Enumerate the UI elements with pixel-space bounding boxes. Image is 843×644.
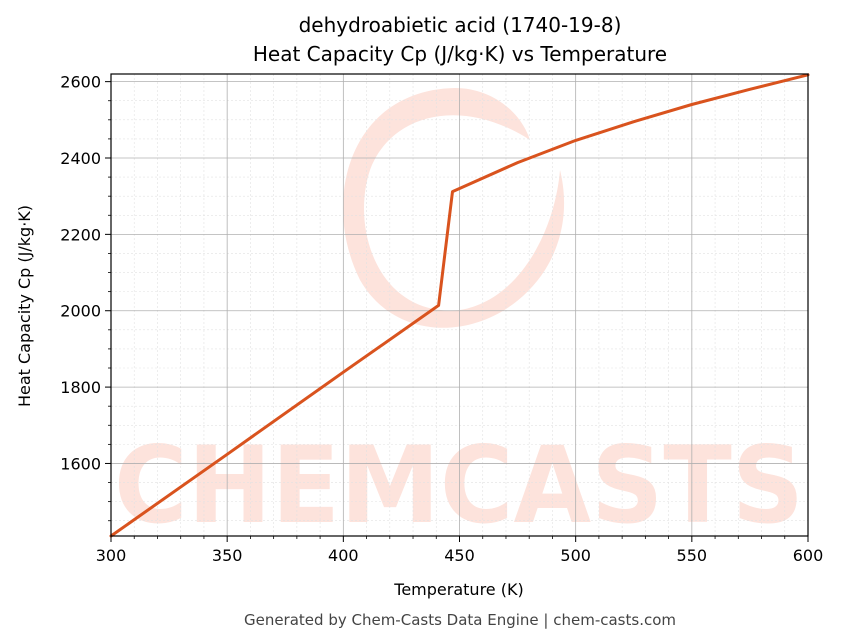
series-layer bbox=[109, 73, 810, 538]
ticks bbox=[105, 81, 809, 542]
y-tick-label: 1800 bbox=[60, 378, 101, 397]
x-tick-label: 400 bbox=[328, 546, 359, 565]
footer-credit: Generated by Chem-Casts Data Engine | ch… bbox=[244, 611, 676, 629]
y-tick-label: 1600 bbox=[60, 454, 101, 473]
x-tick-label: 350 bbox=[212, 546, 243, 565]
watermark: CHEMCASTS bbox=[114, 88, 804, 547]
x-tick-label: 450 bbox=[444, 546, 475, 565]
y-axis-label: Heat Capacity Cp (J/kg·K) bbox=[15, 205, 34, 407]
chart-subtitle: Heat Capacity Cp (J/kg·K) vs Temperature bbox=[253, 42, 667, 66]
y-tick-label: 2000 bbox=[60, 302, 101, 321]
y-tick-labels: 1600 1800 2000 2200 2400 2600 bbox=[60, 73, 101, 474]
y-tick-label: 2600 bbox=[60, 73, 101, 92]
x-tick-labels: 300 350 400 450 500 550 600 bbox=[96, 546, 824, 565]
x-tick-label: 550 bbox=[677, 546, 708, 565]
x-axis-label: Temperature (K) bbox=[393, 580, 523, 599]
y-tick-label: 2400 bbox=[60, 149, 101, 168]
chart-title: dehydroabietic acid (1740-19-8) bbox=[299, 13, 622, 37]
watermark-text: CHEMCASTS bbox=[114, 424, 804, 547]
x-tick-label: 600 bbox=[793, 546, 824, 565]
x-tick-label: 300 bbox=[96, 546, 127, 565]
x-tick-label: 500 bbox=[560, 546, 591, 565]
series-line bbox=[109, 73, 810, 538]
y-tick-label: 2200 bbox=[60, 225, 101, 244]
